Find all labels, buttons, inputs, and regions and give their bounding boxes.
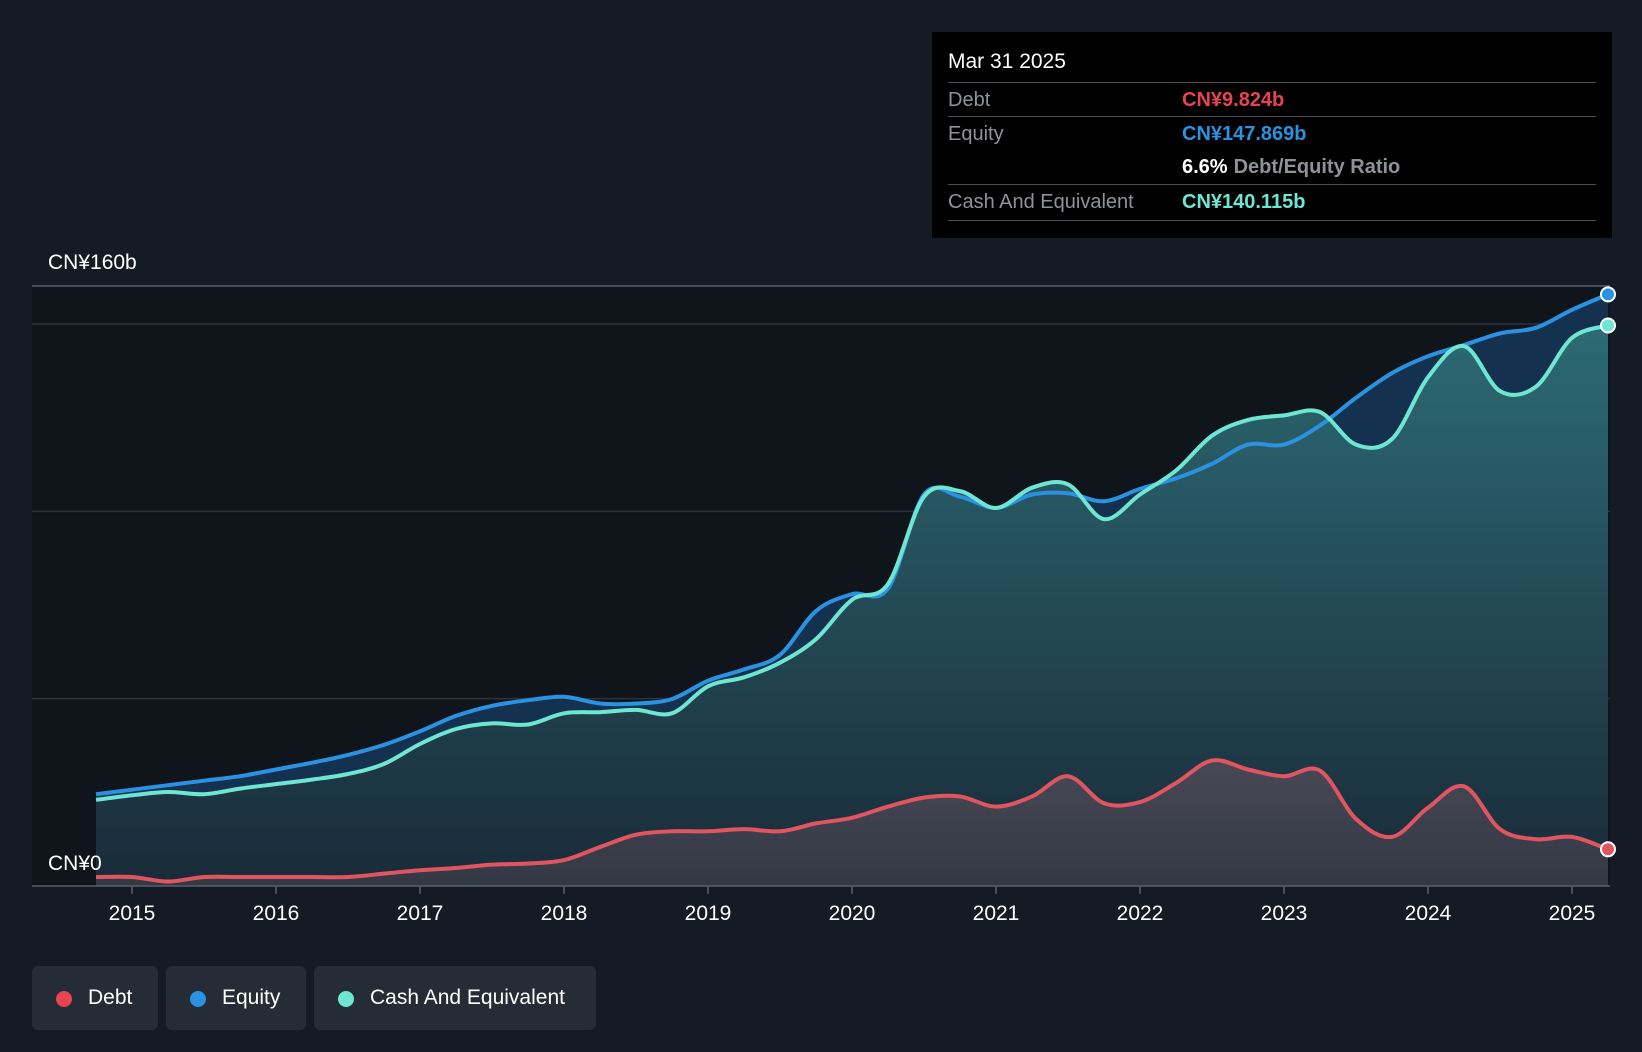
- end-marker-cash-and-equivalent: [1600, 317, 1616, 334]
- end-marker-equity: [1600, 286, 1616, 303]
- tooltip-panel: Mar 31 2025 Debt CN¥9.824b Equity CN¥147…: [932, 32, 1612, 238]
- x-tick-label-2016: 2016: [253, 902, 300, 925]
- x-tick-label-2025: 2025: [1549, 902, 1596, 925]
- tooltip-bottom-rule: [948, 220, 1596, 221]
- x-tick-label-2018: 2018: [541, 902, 588, 925]
- legend-debt-label: Debt: [88, 986, 133, 1009]
- equity-line: [95, 292, 1609, 797]
- y-label-top: CN¥160b: [48, 251, 137, 274]
- end-marker-debt: [1600, 841, 1616, 858]
- tooltip-ratio: 6.6% Debt/Equity Ratio: [1182, 156, 1400, 179]
- tooltip-debt-label: Debt: [948, 89, 991, 111]
- x-tick-label-2023: 2023: [1261, 902, 1308, 925]
- debt-dot-icon: [56, 991, 72, 1007]
- legend-cash-label: Cash And Equivalent: [370, 986, 565, 1009]
- tooltip-equity-value: CN¥147.869b: [1182, 123, 1307, 145]
- x-tick-label-2024: 2024: [1405, 902, 1452, 925]
- cash-area: [96, 325, 1608, 886]
- x-tick-label-2021: 2021: [973, 902, 1020, 925]
- legend-item-debt[interactable]: Debt: [32, 966, 158, 1030]
- legend-item-cash[interactable]: Cash And Equivalent: [314, 966, 596, 1030]
- x-tick-label-2020: 2020: [829, 902, 876, 925]
- x-tick-label-2015: 2015: [109, 902, 156, 925]
- cash-line: [95, 323, 1609, 802]
- tooltip-cash-value: CN¥140.115b: [1182, 191, 1306, 213]
- tooltip-ratio-value: 6.6%: [1182, 156, 1228, 178]
- end-markers: [1600, 286, 1616, 858]
- x-axis-ticks: 2015 2016 2017 2018 2019 2020 2021 2022 2023 2024…: [109, 886, 1596, 925]
- debt-line: [95, 758, 1609, 884]
- debt-area: [96, 760, 1608, 886]
- tooltip-ratio-label: Debt/Equity Ratio: [1233, 156, 1401, 178]
- legend-equity-label: Equity: [222, 986, 281, 1009]
- tooltip-row-debt: Debt CN¥9.824b: [948, 82, 1596, 117]
- tooltip-row-ratio: 6.6% Debt/Equity Ratio: [948, 150, 1596, 184]
- tooltip-row-equity: Equity CN¥147.869b: [948, 116, 1596, 151]
- tooltip-row-cash: Cash And Equivalent CN¥140.115b: [948, 184, 1596, 219]
- cash-dot-icon: [338, 991, 354, 1007]
- tooltip-debt-value: CN¥9.824b: [1182, 89, 1285, 111]
- y-label-zero: CN¥0: [48, 852, 102, 875]
- equity-dot-icon: [190, 991, 206, 1007]
- tooltip-cash-label: Cash And Equivalent: [948, 191, 1134, 213]
- legend-item-equity[interactable]: Equity: [166, 966, 306, 1030]
- tooltip-date: Mar 31 2025: [948, 50, 1066, 73]
- x-tick-label-2019: 2019: [685, 902, 732, 925]
- x-tick-label-2022: 2022: [1117, 902, 1164, 925]
- x-tick-label-2017: 2017: [397, 902, 444, 925]
- tooltip-equity-label: Equity: [948, 123, 1004, 145]
